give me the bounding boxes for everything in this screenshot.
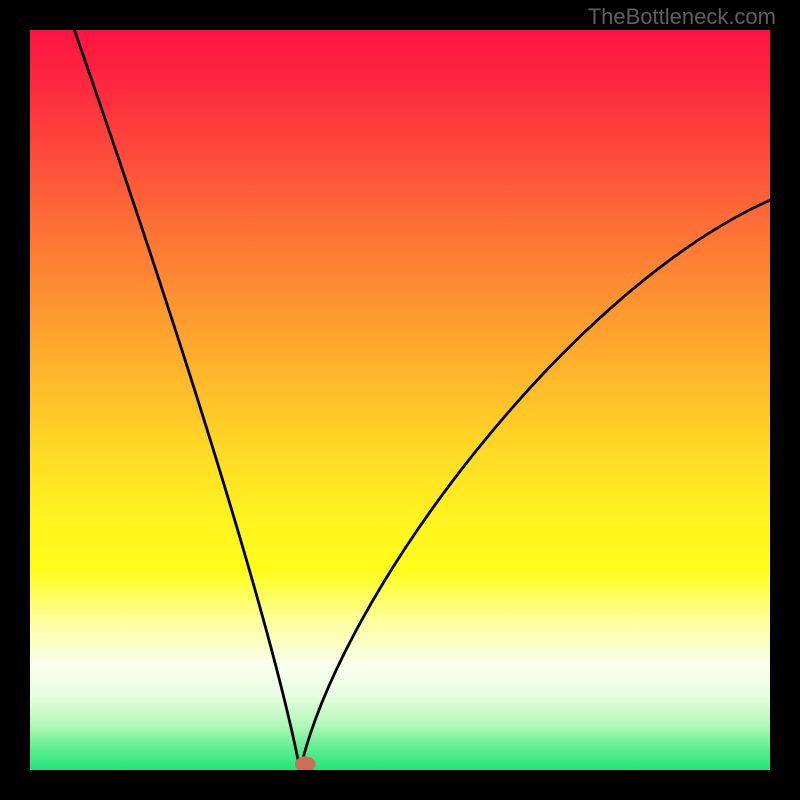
bottleneck-chart xyxy=(30,30,770,770)
chart-background-gradient xyxy=(30,30,770,770)
watermark-text: TheBottleneck.com xyxy=(588,4,776,30)
